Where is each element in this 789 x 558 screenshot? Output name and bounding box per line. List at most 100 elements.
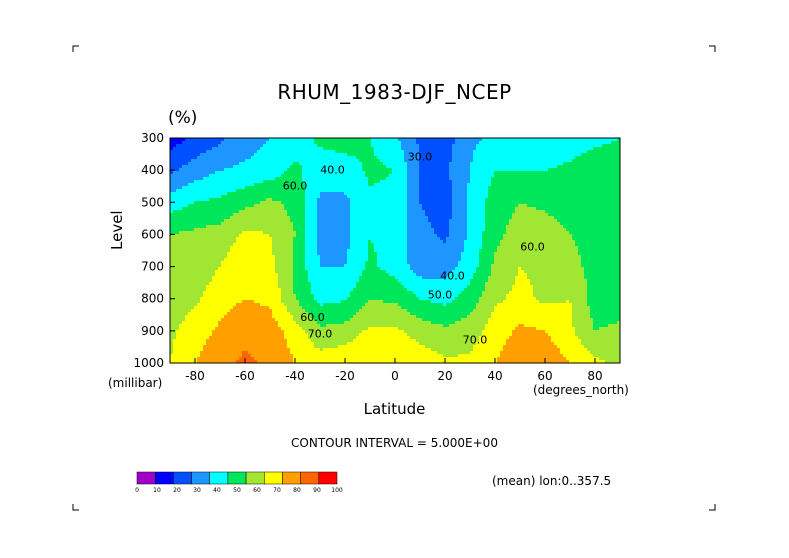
contour-cell xyxy=(353,192,357,196)
contour-cell xyxy=(473,213,477,217)
contour-cell xyxy=(557,216,561,220)
contour-cell xyxy=(395,204,399,208)
contour-cell xyxy=(311,198,315,202)
contour-cell xyxy=(275,165,279,169)
contour-cell xyxy=(254,168,258,172)
contour-cell xyxy=(221,219,225,223)
contour-cell xyxy=(173,225,177,229)
contour-cell xyxy=(413,144,417,148)
contour-cell xyxy=(449,198,453,202)
contour-cell xyxy=(416,162,420,166)
contour-cell xyxy=(269,222,273,226)
contour-cell xyxy=(398,165,402,169)
contour-cell xyxy=(245,234,249,238)
contour-cell xyxy=(422,225,426,229)
contour-cell xyxy=(218,213,222,217)
contour-cell xyxy=(575,171,579,175)
contour-cell xyxy=(278,204,282,208)
contour-cell xyxy=(575,213,579,217)
contour-cell xyxy=(545,234,549,238)
contour-cell xyxy=(275,204,279,208)
contour-cell xyxy=(542,138,546,142)
contour-cell xyxy=(335,141,339,145)
contour-cell xyxy=(176,183,180,187)
contour-cell xyxy=(485,183,489,187)
contour-cell xyxy=(206,153,210,157)
contour-cell xyxy=(392,195,396,199)
contour-cell xyxy=(209,171,213,175)
contour-cell xyxy=(509,195,513,199)
contour-cell xyxy=(608,225,612,229)
contour-cell xyxy=(422,189,426,193)
contour-cell xyxy=(476,165,480,169)
contour-cell xyxy=(428,186,432,190)
contour-cell xyxy=(188,234,192,238)
contour-cell xyxy=(392,165,396,169)
contour-cell xyxy=(440,213,444,217)
contour-cell xyxy=(329,144,333,148)
contour-cell xyxy=(410,168,414,172)
contour-cell xyxy=(251,138,255,142)
contour-cell xyxy=(518,231,522,235)
contour-cell xyxy=(290,177,294,181)
contour-cell xyxy=(440,150,444,154)
contour-cell xyxy=(209,189,213,193)
contour-cell xyxy=(182,171,186,175)
contour-cell xyxy=(311,171,315,175)
contour-cell xyxy=(407,231,411,235)
contour-cell xyxy=(218,201,222,205)
contour-cell xyxy=(467,141,471,145)
contour-cell xyxy=(575,219,579,223)
contour-cell xyxy=(437,231,441,235)
contour-cell xyxy=(542,222,546,226)
contour-cell xyxy=(269,201,273,205)
contour-cell xyxy=(392,138,396,142)
contour-cell xyxy=(260,165,264,169)
contour-cell xyxy=(176,204,180,208)
contour-cell xyxy=(281,222,285,226)
contour-cell xyxy=(374,174,378,178)
contour-cell xyxy=(509,216,513,220)
contour-cell xyxy=(338,216,342,220)
contour-cell xyxy=(617,171,620,175)
contour-cell xyxy=(194,222,198,226)
contour-cell xyxy=(245,237,249,241)
contour-cell xyxy=(449,138,453,142)
contour-cell xyxy=(596,141,600,145)
contour-cell xyxy=(605,228,609,232)
contour-cell xyxy=(611,171,615,175)
contour-interval-text: CONTOUR INTERVAL = 5.000E+00 xyxy=(291,436,498,450)
contour-cell xyxy=(236,168,240,172)
contour-cell xyxy=(383,213,387,217)
contour-cell xyxy=(440,147,444,151)
contour-cell xyxy=(590,150,594,154)
contour-cell xyxy=(350,159,354,163)
contour-cell xyxy=(398,204,402,208)
contour-cell xyxy=(410,216,414,220)
contour-cell xyxy=(215,168,219,172)
contour-cell xyxy=(596,171,600,175)
contour-cell xyxy=(320,210,324,214)
contour-cell xyxy=(221,231,225,235)
contour-cell xyxy=(176,213,180,217)
contour-cell xyxy=(422,219,426,223)
contour-cell xyxy=(350,195,354,199)
contour-cell xyxy=(566,159,570,163)
contour-cell xyxy=(575,222,579,226)
contour-cell xyxy=(191,183,195,187)
contour-cell xyxy=(347,159,351,163)
contour-cell xyxy=(527,162,531,166)
contour-cell xyxy=(575,159,579,163)
contour-cell xyxy=(539,207,543,211)
contour-cell xyxy=(170,222,174,226)
contour-cell xyxy=(347,207,351,211)
contour-cell xyxy=(572,177,576,181)
contour-cell xyxy=(443,171,447,175)
contour-cell xyxy=(386,186,390,190)
contour-cell xyxy=(272,138,276,142)
contour-cell xyxy=(209,219,213,223)
contour-cell xyxy=(548,234,552,238)
contour-cell xyxy=(578,219,582,223)
contour-cell xyxy=(308,165,312,169)
contour-cell xyxy=(599,162,603,166)
